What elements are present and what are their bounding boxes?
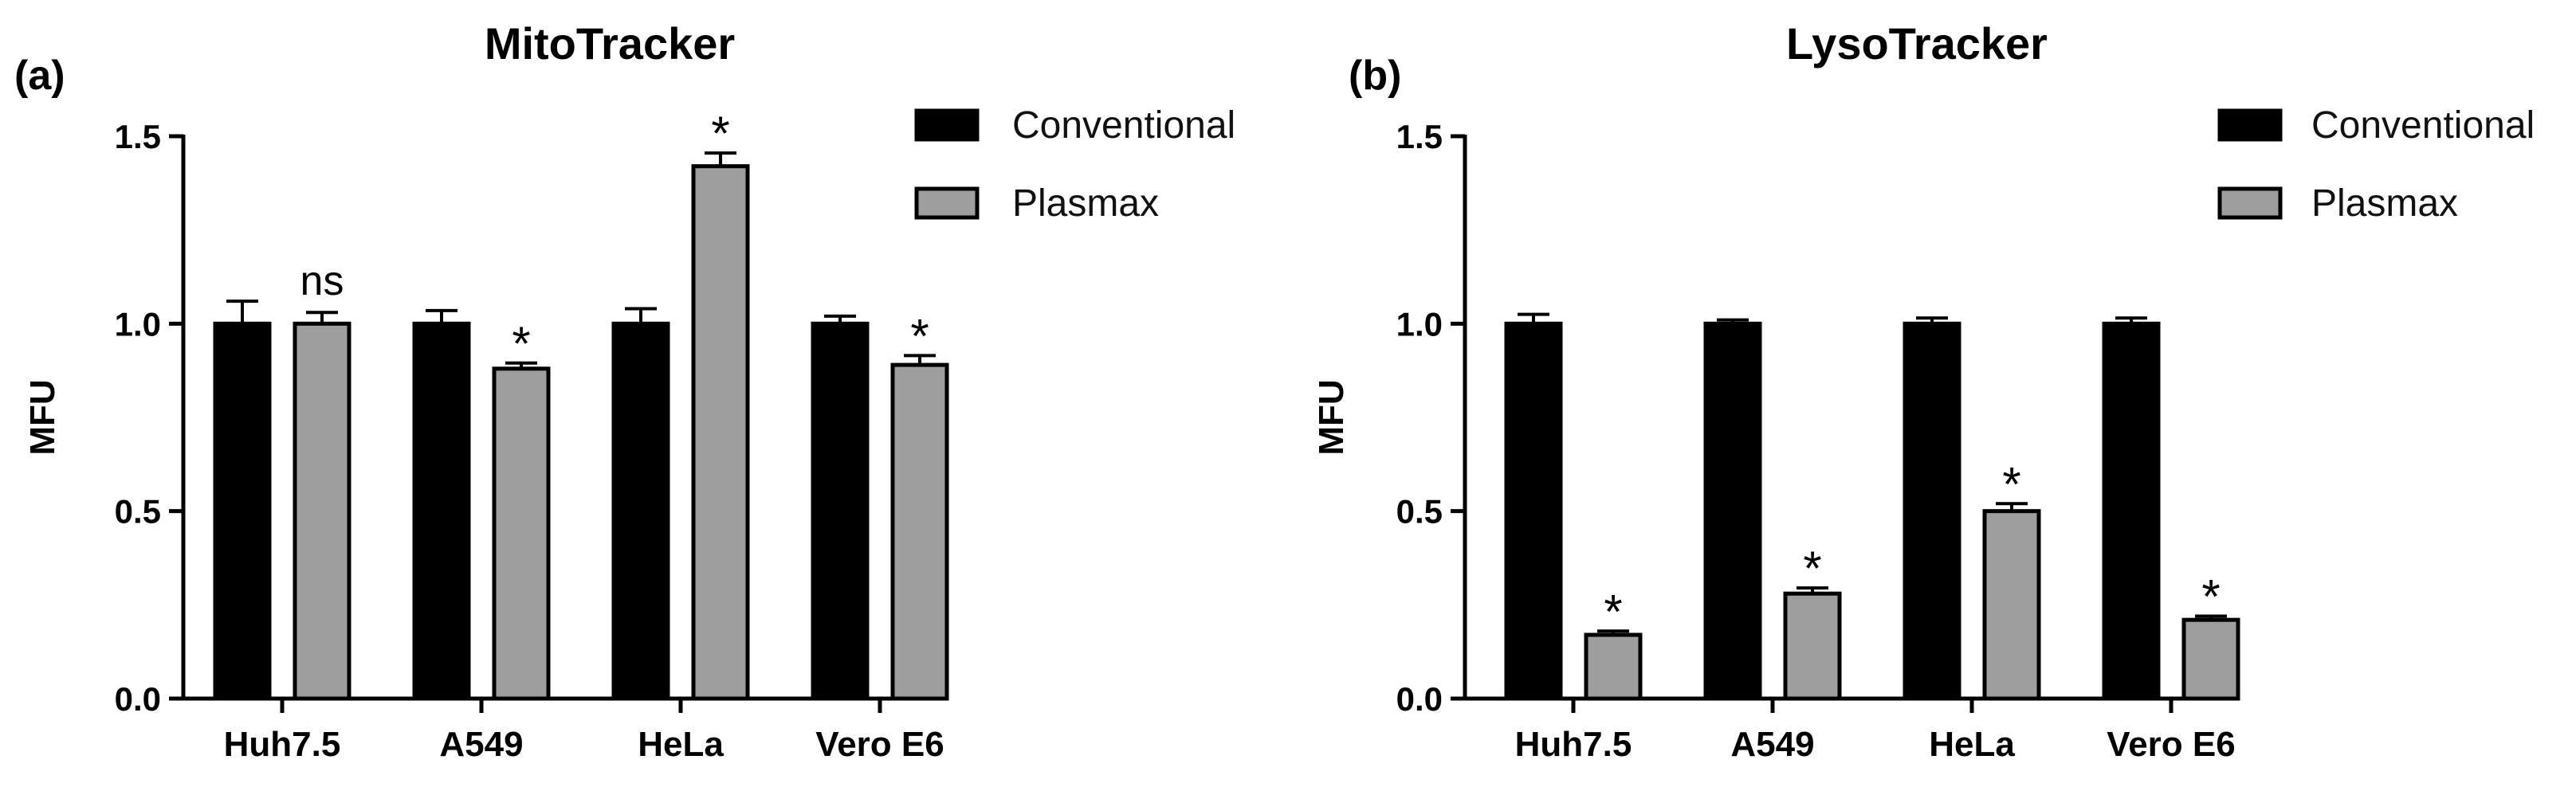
y-tick-label: 0.5 — [1396, 493, 1443, 531]
legend-swatch-conventional — [914, 108, 980, 142]
y-tick-label: 1.5 — [1396, 118, 1443, 155]
legend-label-plasmax: Plasmax — [2311, 182, 2458, 225]
y-axis-label: MFU — [1312, 379, 1351, 455]
chart-panel-a: (a) MitoTracker MFU 0.0 0.5 1.0 1.5 Huh7.5 ns A54… — [14, 18, 1235, 764]
significance-star: * — [2002, 457, 2020, 511]
x-tick-label: Vero E6 — [2107, 725, 2235, 764]
bar-plasmax — [890, 362, 949, 701]
ns-annotation: ns — [300, 258, 344, 304]
x-tick-label: A549 — [439, 725, 523, 764]
x-tick-label: HeLa — [638, 725, 724, 764]
bar-conventional — [2102, 321, 2161, 701]
y-tick-label: 1.0 — [1396, 305, 1443, 343]
bar-conventional — [1903, 321, 1961, 701]
y-tick-label: 1.5 — [115, 118, 161, 155]
panel-label: (a) — [14, 53, 65, 99]
legend-label-conventional: Conventional — [1012, 104, 1235, 147]
y-tick-label: 0.0 — [1396, 680, 1443, 718]
bar-plasmax — [1584, 632, 1643, 701]
significance-star: * — [1803, 542, 1821, 595]
y-axis-label: MFU — [23, 379, 62, 455]
significance-star: * — [1604, 585, 1622, 638]
legend-swatch-conventional — [2217, 108, 2283, 142]
bar-plasmax — [1982, 509, 2041, 701]
x-tick-label: Huh7.5 — [1515, 725, 1632, 764]
bar-plasmax — [691, 164, 750, 701]
chart-title: MitoTracker — [485, 18, 735, 69]
significance-star: * — [512, 317, 530, 370]
y-tick-label: 0.0 — [115, 680, 161, 718]
x-tick-label: A549 — [1730, 725, 1814, 764]
bar-conventional — [412, 321, 471, 701]
bar-plasmax — [2181, 617, 2240, 701]
legend-swatch-plasmax — [914, 186, 980, 220]
bar-conventional — [1703, 321, 1762, 701]
x-tick-label: Vero E6 — [815, 725, 944, 764]
panel-label: (b) — [1349, 53, 1401, 99]
y-tick-label: 0.5 — [115, 493, 161, 531]
legend-label-conventional: Conventional — [2311, 104, 2535, 147]
legend-swatch-plasmax — [2217, 186, 2283, 220]
bar-plasmax — [293, 321, 351, 701]
legend-label-plasmax: Plasmax — [1012, 182, 1159, 225]
significance-star: * — [711, 107, 729, 160]
bar-plasmax — [492, 366, 551, 701]
chart-title: LysoTracker — [1786, 18, 2048, 69]
significance-star: * — [2201, 570, 2220, 623]
bar-conventional — [811, 321, 870, 701]
bar-conventional — [213, 321, 272, 701]
bar-conventional — [611, 321, 670, 701]
y-tick-label: 1.0 — [115, 305, 161, 343]
bar-conventional — [1504, 321, 1563, 701]
chart-panel-b: (b) LysoTracker MFU 0.0 0.5 1.0 1.5 Huh7.5 * A549… — [1312, 18, 2535, 764]
bar-plasmax — [1783, 591, 1842, 701]
x-tick-label: HeLa — [1929, 725, 2015, 764]
x-tick-label: Huh7.5 — [224, 725, 341, 764]
significance-star: * — [910, 309, 929, 362]
